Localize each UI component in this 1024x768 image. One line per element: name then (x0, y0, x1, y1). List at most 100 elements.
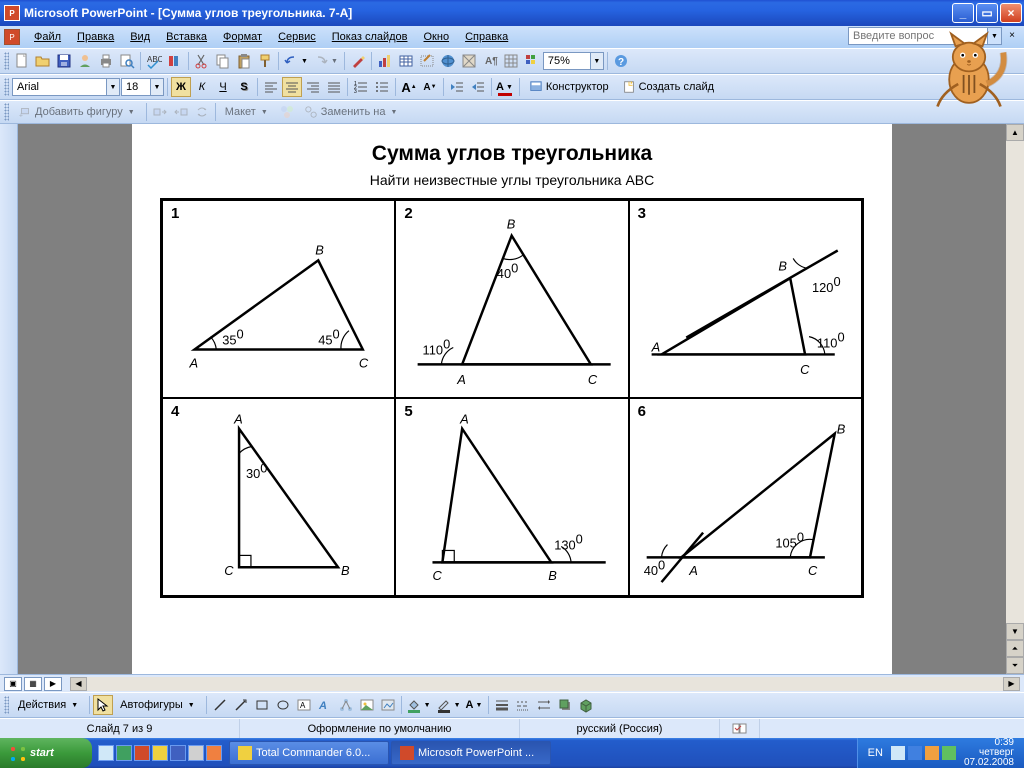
table-button[interactable] (396, 51, 416, 71)
ql-icon[interactable] (134, 745, 150, 761)
open-button[interactable] (33, 51, 53, 71)
zoom-combo[interactable]: ▼ (543, 52, 604, 70)
menu-tools[interactable]: Сервис (270, 29, 324, 45)
menu-help[interactable]: Справка (457, 29, 516, 45)
slideshow-view[interactable]: ▶ (44, 677, 62, 691)
arrow-style-button[interactable] (534, 695, 554, 715)
align-left-button[interactable] (261, 77, 281, 97)
tray-icon[interactable] (908, 746, 922, 760)
font-input[interactable] (12, 78, 107, 96)
menu-format[interactable]: Формат (215, 29, 270, 45)
ql-icon[interactable] (98, 745, 114, 761)
next-slide[interactable]: ⏷ (1006, 657, 1024, 674)
color-button[interactable] (522, 51, 542, 71)
slide[interactable]: Сумма углов треугольника Найти неизвестн… (132, 124, 892, 674)
tray-icon[interactable] (891, 746, 905, 760)
normal-view[interactable]: ▣ (4, 677, 22, 691)
doc-icon[interactable]: P (4, 29, 20, 45)
size-combo[interactable]: ▼ (121, 78, 164, 96)
dash-style-button[interactable] (513, 695, 533, 715)
status-spell-icon[interactable] (720, 719, 760, 738)
align-center-button[interactable] (282, 77, 302, 97)
help-button[interactable]: ? (611, 51, 631, 71)
new-button[interactable] (12, 51, 32, 71)
justify-button[interactable] (324, 77, 344, 97)
menu-window[interactable]: Окно (416, 29, 458, 45)
format-painter-button[interactable] (255, 51, 275, 71)
sorter-view[interactable]: ▦ (24, 677, 42, 691)
hyperlink-button[interactable] (438, 51, 458, 71)
undo-button[interactable]: ▼ (282, 51, 311, 71)
toolbar-grip[interactable] (4, 696, 9, 714)
replace-button[interactable]: Заменить на▼ (298, 102, 406, 122)
bullets-button[interactable] (372, 77, 392, 97)
scroll-left[interactable]: ◀ (70, 677, 87, 691)
size-dropdown[interactable]: ▼ (151, 78, 164, 96)
decrease-font-button[interactable]: A▼ (420, 77, 440, 97)
font-combo[interactable]: ▼ (12, 78, 120, 96)
actions-menu[interactable]: Действия▼ (12, 695, 86, 715)
toolbar-grip[interactable] (4, 103, 9, 121)
tables-borders-button[interactable] (417, 51, 437, 71)
scroll-down[interactable]: ▼ (1006, 623, 1024, 640)
bold-button[interactable]: Ж (171, 77, 191, 97)
shadow-style-button[interactable] (555, 695, 575, 715)
increase-font-button[interactable]: A▲ (399, 77, 419, 97)
ql-icon[interactable] (188, 745, 204, 761)
outline-pane[interactable] (0, 124, 18, 674)
oval-button[interactable] (273, 695, 293, 715)
arrow-button[interactable] (231, 695, 251, 715)
prev-slide[interactable]: ⏶ (1006, 640, 1024, 657)
line-style-button[interactable] (492, 695, 512, 715)
task-totalcmd[interactable]: Total Commander 6.0... (229, 741, 389, 765)
menu-edit[interactable]: Правка (69, 29, 122, 45)
menu-insert[interactable]: Вставка (158, 29, 215, 45)
numbering-button[interactable]: 123 (351, 77, 371, 97)
preview-button[interactable] (117, 51, 137, 71)
spelling-button[interactable]: ABC (144, 51, 164, 71)
tray-clock[interactable]: 0:39 четверг 07.02.2008 (964, 738, 1014, 768)
wordart-button[interactable]: A (315, 695, 335, 715)
move-back-button[interactable] (150, 102, 170, 122)
increase-indent-button[interactable] (468, 77, 488, 97)
underline-button[interactable]: Ч (213, 77, 233, 97)
ql-icon[interactable] (116, 745, 132, 761)
rectangle-button[interactable] (252, 695, 272, 715)
shadow-button[interactable]: S (234, 77, 254, 97)
picture-button[interactable] (378, 695, 398, 715)
ink-button[interactable] (348, 51, 368, 71)
ql-icon[interactable] (152, 745, 168, 761)
line-button[interactable] (210, 695, 230, 715)
new-slide-button[interactable]: Создать слайд (616, 77, 720, 97)
paste-button[interactable] (234, 51, 254, 71)
decrease-indent-button[interactable] (447, 77, 467, 97)
add-shape-button[interactable]: +Добавить фигуру▼ (12, 102, 143, 122)
menu-view[interactable]: Вид (122, 29, 158, 45)
vertical-scrollbar[interactable]: ▲ ▼ ⏶ ⏷ (1006, 124, 1024, 674)
zoom-input[interactable] (543, 52, 591, 70)
reverse-button[interactable] (192, 102, 212, 122)
maximize-button[interactable]: ▭ (976, 3, 998, 23)
menu-slideshow[interactable]: Показ слайдов (324, 29, 416, 45)
horizontal-scrollbar[interactable]: ◀ ▶ (70, 677, 1020, 691)
permission-button[interactable] (75, 51, 95, 71)
textbox-button[interactable]: A (294, 695, 314, 715)
save-button[interactable] (54, 51, 74, 71)
align-right-button[interactable] (303, 77, 323, 97)
line-color-button[interactable]: ▼ (435, 695, 464, 715)
research-button[interactable] (165, 51, 185, 71)
tray-icon[interactable] (942, 746, 956, 760)
redo-button[interactable]: ▼ (312, 51, 341, 71)
ql-icon[interactable] (170, 745, 186, 761)
chart-button[interactable] (375, 51, 395, 71)
show-formatting-button[interactable]: A¶ (480, 51, 500, 71)
scroll-right[interactable]: ▶ (1003, 677, 1020, 691)
select-button[interactable] (93, 695, 113, 715)
start-button[interactable]: start (0, 738, 92, 768)
minimize-button[interactable]: _ (952, 3, 974, 23)
font-color-button-2[interactable]: A▼ (465, 695, 486, 715)
tray-icon[interactable] (925, 746, 939, 760)
print-button[interactable] (96, 51, 116, 71)
clipart-button[interactable] (357, 695, 377, 715)
autoformat-button[interactable] (277, 102, 297, 122)
